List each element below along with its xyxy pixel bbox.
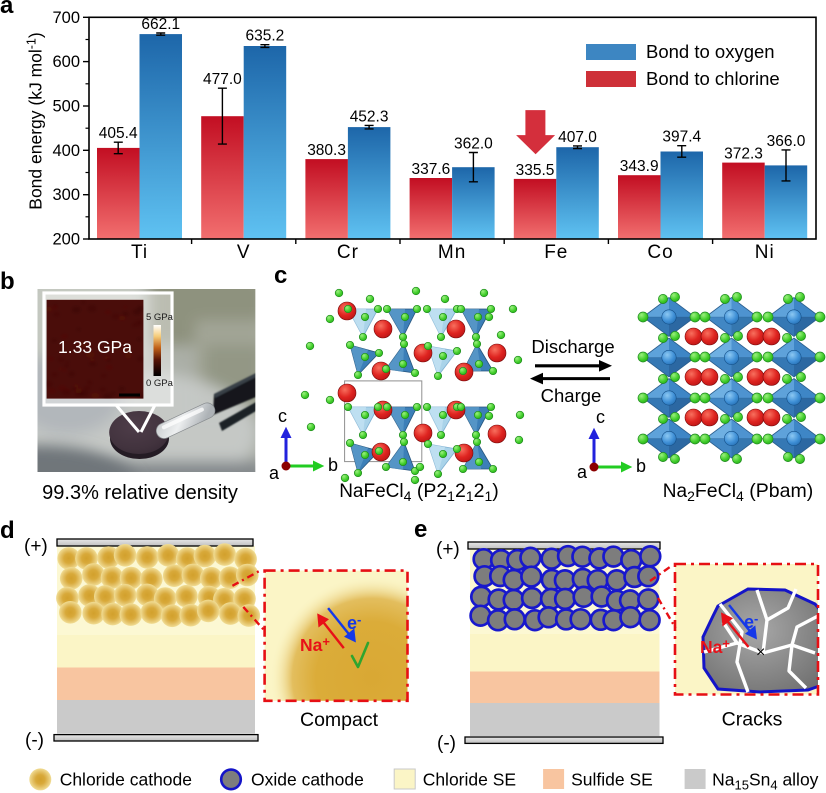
svg-text:635.2: 635.2 <box>246 28 285 45</box>
svg-text:a: a <box>0 0 14 19</box>
svg-text:Cr: Cr <box>337 242 359 263</box>
svg-text:337.6: 337.6 <box>412 161 451 178</box>
svg-text:c: c <box>274 265 287 289</box>
svg-text:Compact: Compact <box>300 709 379 731</box>
svg-text:335.5: 335.5 <box>516 162 555 179</box>
svg-text:V: V <box>237 242 251 263</box>
svg-text:380.3: 380.3 <box>307 142 346 159</box>
svg-text:366.0: 366.0 <box>767 133 806 150</box>
svg-text:NaFeCl4 (P212121): NaFeCl4 (P212121) <box>339 480 499 504</box>
svg-text:600: 600 <box>52 53 80 71</box>
svg-text:(+): (+) <box>436 539 460 560</box>
svg-text:Na2FeCl4 (Pbam): Na2FeCl4 (Pbam) <box>663 480 813 504</box>
svg-text:5 GPa: 5 GPa <box>146 312 174 323</box>
svg-text:700: 700 <box>52 9 80 27</box>
svg-text:b: b <box>0 268 15 295</box>
svg-text:c: c <box>278 406 287 426</box>
svg-text:(+): (+) <box>24 536 48 557</box>
svg-text:a: a <box>577 462 588 482</box>
svg-text:e: e <box>414 516 427 543</box>
svg-text:Ni: Ni <box>755 242 775 263</box>
svg-text:0 GPa: 0 GPa <box>146 378 174 389</box>
svg-text:662.1: 662.1 <box>141 16 180 33</box>
svg-text:362.0: 362.0 <box>454 136 493 153</box>
svg-text:Bond to oxygen: Bond to oxygen <box>646 41 775 62</box>
svg-text:×: × <box>756 644 765 661</box>
svg-text:(-): (-) <box>25 730 44 751</box>
svg-text:477.0: 477.0 <box>203 71 242 88</box>
svg-text:Chloride SE: Chloride SE <box>423 769 516 789</box>
svg-text:500: 500 <box>52 98 80 116</box>
svg-text:400: 400 <box>52 142 80 160</box>
svg-text:Na15Sn4 alloy: Na15Sn4 alloy <box>712 769 819 792</box>
svg-text:Discharge: Discharge <box>531 336 614 357</box>
svg-text:Bond to chlorine: Bond to chlorine <box>646 68 780 89</box>
svg-text:372.3: 372.3 <box>724 146 763 163</box>
svg-text:b: b <box>328 455 338 475</box>
svg-text:300: 300 <box>52 186 80 204</box>
svg-text:405.4: 405.4 <box>99 125 138 142</box>
svg-text:99.3% relative density: 99.3% relative density <box>42 482 238 504</box>
svg-text:200: 200 <box>52 231 80 249</box>
svg-text:Chloride cathode: Chloride cathode <box>60 769 192 789</box>
svg-text:Ti: Ti <box>131 242 148 263</box>
svg-text:Cracks: Cracks <box>722 709 783 731</box>
svg-text:452.3: 452.3 <box>350 108 389 125</box>
svg-text:Mn: Mn <box>438 242 466 263</box>
svg-text:b: b <box>636 456 646 476</box>
svg-text:Bond energy (kJ mol-1): Bond energy (kJ mol-1) <box>25 32 46 209</box>
svg-text:a: a <box>269 463 280 483</box>
svg-text:d: d <box>0 517 15 544</box>
svg-text:Oxide cathode: Oxide cathode <box>251 769 364 789</box>
svg-text:407.0: 407.0 <box>558 129 597 146</box>
svg-text:Co: Co <box>647 242 673 263</box>
svg-text:397.4: 397.4 <box>662 129 701 146</box>
svg-text:Charge: Charge <box>541 385 602 406</box>
svg-text:1.33 GPa: 1.33 GPa <box>58 337 132 357</box>
svg-text:c: c <box>596 407 605 427</box>
svg-text:Fe: Fe <box>544 242 568 263</box>
svg-text:(-): (-) <box>437 733 456 754</box>
svg-text:343.9: 343.9 <box>620 158 659 175</box>
svg-text:Sulfide SE: Sulfide SE <box>571 769 653 789</box>
